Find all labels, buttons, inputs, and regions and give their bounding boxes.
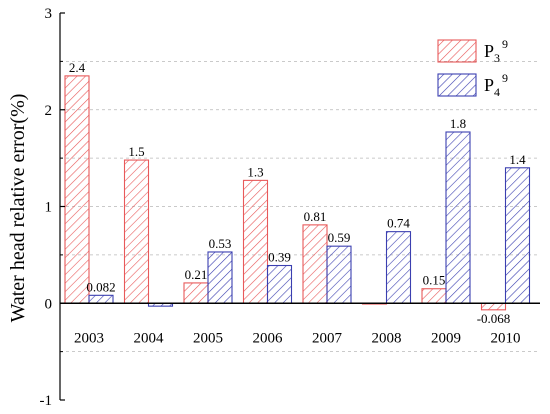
bar-p4 xyxy=(385,231,412,304)
axes: -1 0 1 2 3 xyxy=(40,6,540,409)
y-tick-label: 2 xyxy=(45,103,53,119)
category-labels: 2003 2004 2005 2006 2007 2008 2009 2010 xyxy=(74,330,521,346)
y-tick-label: 0 xyxy=(45,296,53,312)
bar-p3 xyxy=(480,302,507,311)
bar-p3 xyxy=(421,288,447,304)
legend-label: P39 xyxy=(484,37,508,65)
data-label: 1.3 xyxy=(247,164,263,179)
data-label: 0.39 xyxy=(268,250,291,265)
data-label: 0.74 xyxy=(387,216,410,231)
bar-p4 xyxy=(88,294,114,304)
x-category-label: 2006 xyxy=(253,330,284,346)
bar-p4 xyxy=(504,167,531,304)
data-label: 1.8 xyxy=(450,116,466,131)
data-label: 1.5 xyxy=(128,144,144,159)
y-tick-label: -1 xyxy=(40,393,53,409)
data-label: 0.15 xyxy=(423,273,446,288)
legend-label: P49 xyxy=(484,71,508,99)
data-label: 0.53 xyxy=(209,236,232,251)
y-axis-title: Water head relative error(%) xyxy=(7,94,29,323)
bar-p3 xyxy=(302,224,328,304)
bar-p4 xyxy=(207,251,233,304)
bars xyxy=(64,75,531,311)
y-tick-label: 3 xyxy=(45,6,53,22)
bar-p4 xyxy=(326,245,352,304)
legend-swatch-p3 xyxy=(437,39,477,63)
data-label: 1.4 xyxy=(509,152,526,167)
data-label: 2.4 xyxy=(69,60,86,75)
legend-swatch-p4 xyxy=(437,73,477,97)
y-tick-label: 1 xyxy=(45,200,53,216)
x-category-label: 2009 xyxy=(431,330,461,346)
bar-p3 xyxy=(242,179,269,304)
x-category-label: 2005 xyxy=(193,330,223,346)
data-label: 0.082 xyxy=(86,279,115,294)
x-category-label: 2004 xyxy=(134,330,165,346)
bar-p3 xyxy=(183,282,209,304)
bar-p3 xyxy=(64,75,90,304)
x-category-label: 2008 xyxy=(372,330,402,346)
bar-p3 xyxy=(123,159,150,304)
data-label: 0.81 xyxy=(304,209,327,224)
data-label: 0.59 xyxy=(328,230,351,245)
bar-p4 xyxy=(266,264,293,304)
data-label: 0.21 xyxy=(185,267,208,282)
data-label: -0.068 xyxy=(477,311,511,326)
x-category-label: 2007 xyxy=(312,330,343,346)
data-labels: 2.4 0.082 1.5 0.21 0.53 1.3 0.39 0.810.59 0.74 0.… xyxy=(69,60,526,326)
x-category-label: 2010 xyxy=(491,330,521,346)
x-category-label: 2003 xyxy=(74,330,104,346)
bar-p4 xyxy=(445,131,471,304)
